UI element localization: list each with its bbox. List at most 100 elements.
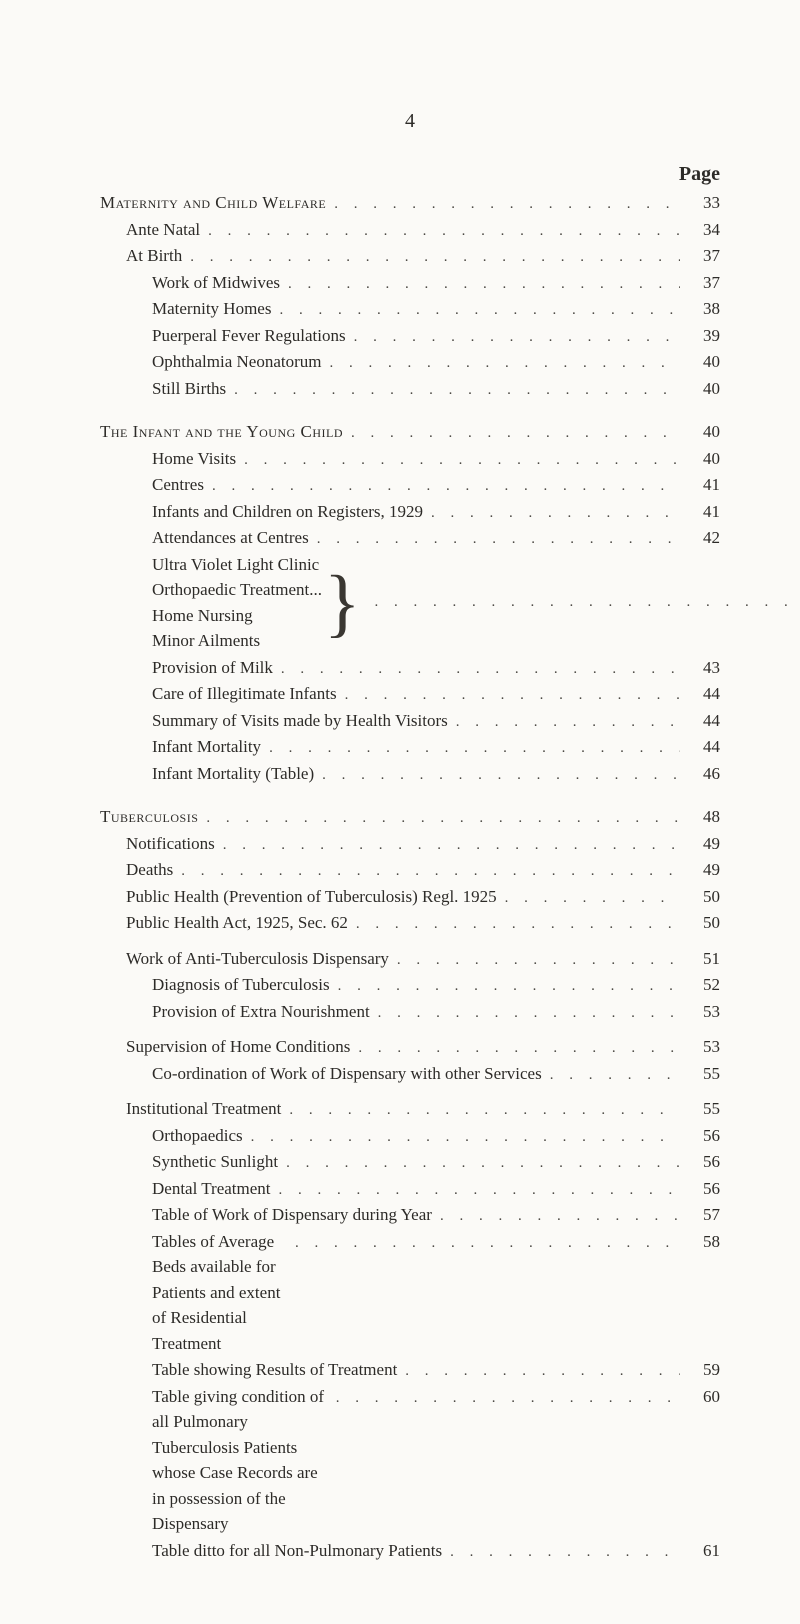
toc-row: Ante Natal 34 (100, 217, 720, 243)
toc-row: Diagnosis of Tuberculosis52 (100, 972, 720, 998)
section-gap (100, 787, 720, 803)
toc-label: Table giving condition of all Pulmonary … (152, 1384, 328, 1537)
toc-label: Provision of Milk (152, 655, 273, 681)
leader-dots (287, 1232, 680, 1255)
toc-row: Infant Mortality (Table)46 (100, 761, 720, 787)
toc-page-number: 50 (680, 884, 720, 910)
toc-page-number: 56 (680, 1149, 720, 1175)
brace-right: 43 (366, 552, 800, 654)
toc-label: Puerperal Fever Regulations (152, 323, 346, 349)
toc-label: At Birth (126, 243, 182, 269)
toc-label: Home Visits (152, 446, 236, 472)
toc-row: Still Births 40 (100, 376, 720, 402)
toc-page-number: 44 (680, 681, 720, 707)
leader-dots (173, 860, 680, 883)
toc-row: Puerperal Fever Regulations39 (100, 323, 720, 349)
toc-page-number: 49 (680, 857, 720, 883)
toc-page-number: 59 (680, 1357, 720, 1383)
leader-dots (182, 246, 680, 269)
toc-page-number: 46 (680, 761, 720, 787)
tuberculosis-items: Notifications 49 Deaths 49 Public Health (Pr… (100, 831, 720, 1564)
toc-label: Work of Midwives (152, 270, 280, 296)
brace-items: Ultra Violet Light ClinicOrthopaedic Tre… (152, 552, 322, 654)
toc-row: Infants and Children on Registers, 1929 4… (100, 499, 720, 525)
toc-label: Still Births (152, 376, 226, 402)
toc-label: Table showing Results of Treatment (152, 1357, 397, 1383)
leader-dots (348, 913, 680, 936)
toc-page-number: 60 (680, 1384, 720, 1410)
toc-label: Centres (152, 472, 204, 498)
leader-dots (326, 193, 680, 216)
toc-label: Ante Natal (126, 217, 200, 243)
toc-row: Co-ordination of Work of Dispensary with… (100, 1061, 720, 1087)
toc-row: Maternity Homes38 (100, 296, 720, 322)
toc-page-number: 38 (680, 296, 720, 322)
toc-row: Table of Work of Dispensary during Year 5… (100, 1202, 720, 1228)
leader-dots (271, 1179, 680, 1202)
toc-page-number: 44 (680, 708, 720, 734)
toc-label: Notifications (126, 831, 215, 857)
leader-dots (370, 1002, 680, 1025)
leader-dots (271, 299, 680, 322)
brace-item: Ultra Violet Light Clinic (152, 552, 322, 578)
toc-label: Public Health (Prevention of Tuberculosi… (126, 884, 497, 910)
maternity-items: Ante Natal34At Birth37Work of Midwives37… (100, 217, 720, 402)
toc-page-number: 40 (680, 349, 720, 375)
toc-row: Orthopaedics56 (100, 1123, 720, 1149)
leader-dots (215, 834, 680, 857)
leader-dots (442, 1541, 680, 1564)
toc-row: Home Visits40 (100, 446, 720, 472)
toc-page-number: 53 (680, 999, 720, 1025)
section-title: Tuberculosis (100, 804, 198, 830)
toc-page-number: 40 (680, 376, 720, 402)
toc-label: Infants and Children on Registers, 1929 (152, 499, 423, 525)
toc-row: Public Health Act, 1925, Sec. 6250 (100, 910, 720, 936)
toc-row: Deaths 49 (100, 857, 720, 883)
toc-label: Deaths (126, 857, 173, 883)
toc-label: Care of Illegitimate Infants (152, 681, 337, 707)
brace-item: Home Nursing (152, 603, 322, 629)
leader-dots (423, 502, 680, 525)
toc-row: Ophthalmia Neonatorum 40 (100, 349, 720, 375)
section-title-page: 33 (680, 190, 720, 216)
toc-page-number: 49 (680, 831, 720, 857)
leader-dots (542, 1064, 680, 1087)
toc-page-number: 55 (680, 1096, 720, 1122)
small-gap (100, 937, 720, 945)
toc-page-number: 34 (680, 217, 720, 243)
toc-page-number: 61 (680, 1538, 720, 1564)
brace-group: Ultra Violet Light ClinicOrthopaedic Tre… (100, 552, 720, 654)
toc-label: Work of Anti-Tuberculosis Dispensary (126, 946, 389, 972)
page-container: 4 Page Maternity and Child Welfare 33 An… (0, 0, 800, 1624)
toc-page-number: 41 (680, 499, 720, 525)
leader-dots (261, 737, 680, 760)
leader-dots (226, 379, 680, 402)
toc-label: Ophthalmia Neonatorum (152, 349, 322, 375)
toc-row: Notifications 49 (100, 831, 720, 857)
toc-label: Public Health Act, 1925, Sec. 62 (126, 910, 348, 936)
leader-dots (236, 449, 680, 472)
toc-row: Table ditto for all Non-Pulmonary Patien… (100, 1538, 720, 1564)
toc-page-number: 53 (680, 1034, 720, 1060)
toc-page-number: 57 (680, 1202, 720, 1228)
toc-page-number: 51 (680, 946, 720, 972)
toc-row: Synthetic Sunlight56 (100, 1149, 720, 1175)
toc-page-number: 56 (680, 1176, 720, 1202)
toc-page-number: 41 (680, 472, 720, 498)
toc-row: Work of Midwives 37 (100, 270, 720, 296)
toc-page-number: 56 (680, 1123, 720, 1149)
leader-dots (309, 528, 680, 551)
leader-dots (448, 711, 680, 734)
toc-page-number: 37 (680, 270, 720, 296)
toc-label: Table of Work of Dispensary during Year (152, 1202, 432, 1228)
toc-label: Summary of Visits made by Health Visitor… (152, 708, 448, 734)
leader-dots (281, 1099, 680, 1122)
section-gap (100, 402, 720, 418)
toc-label: Institutional Treatment (126, 1096, 281, 1122)
toc-row: Tables of Average Beds available for Pat… (100, 1229, 720, 1357)
toc-row: Centres 41 (100, 472, 720, 498)
toc-page-number: 43 (680, 655, 720, 681)
small-gap (100, 1087, 720, 1095)
toc-row: Provision of Extra Nourishment53 (100, 999, 720, 1025)
toc-page-number: 44 (680, 734, 720, 760)
